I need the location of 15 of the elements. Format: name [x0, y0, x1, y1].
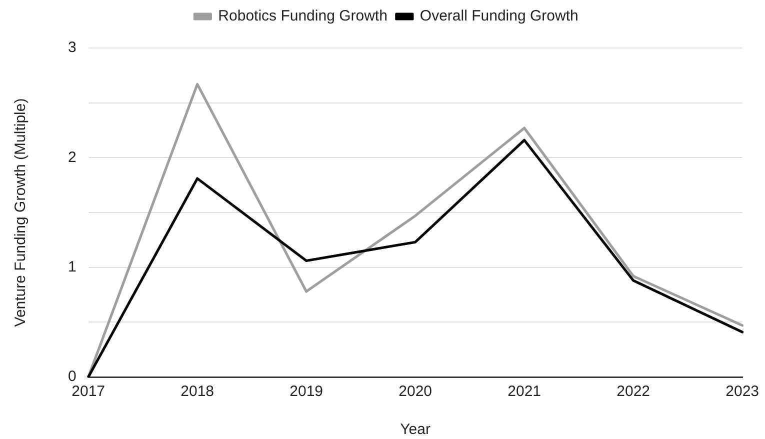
- x-tick-label: 2018: [180, 383, 214, 400]
- x-tick-label: 2022: [616, 383, 650, 400]
- legend-label: Overall Funding Growth: [420, 8, 578, 25]
- y-tick-label: 3: [68, 39, 76, 56]
- legend-label: Robotics Funding Growth: [218, 8, 388, 25]
- x-tick-label: 2021: [508, 383, 542, 400]
- y-tick-label: 1: [68, 258, 76, 276]
- y-tick-label: 0: [68, 368, 76, 386]
- y-tick-label: 2: [68, 148, 76, 166]
- x-tick-label: 2017: [72, 383, 106, 400]
- x-tick-label: 2023: [726, 383, 760, 400]
- x-tick-label: 2019: [290, 383, 324, 400]
- y-axis-title: Venture Funding Growth (Multiple): [12, 98, 30, 327]
- x-axis-title: Year: [400, 421, 430, 438]
- x-tick-label: 2020: [398, 383, 432, 400]
